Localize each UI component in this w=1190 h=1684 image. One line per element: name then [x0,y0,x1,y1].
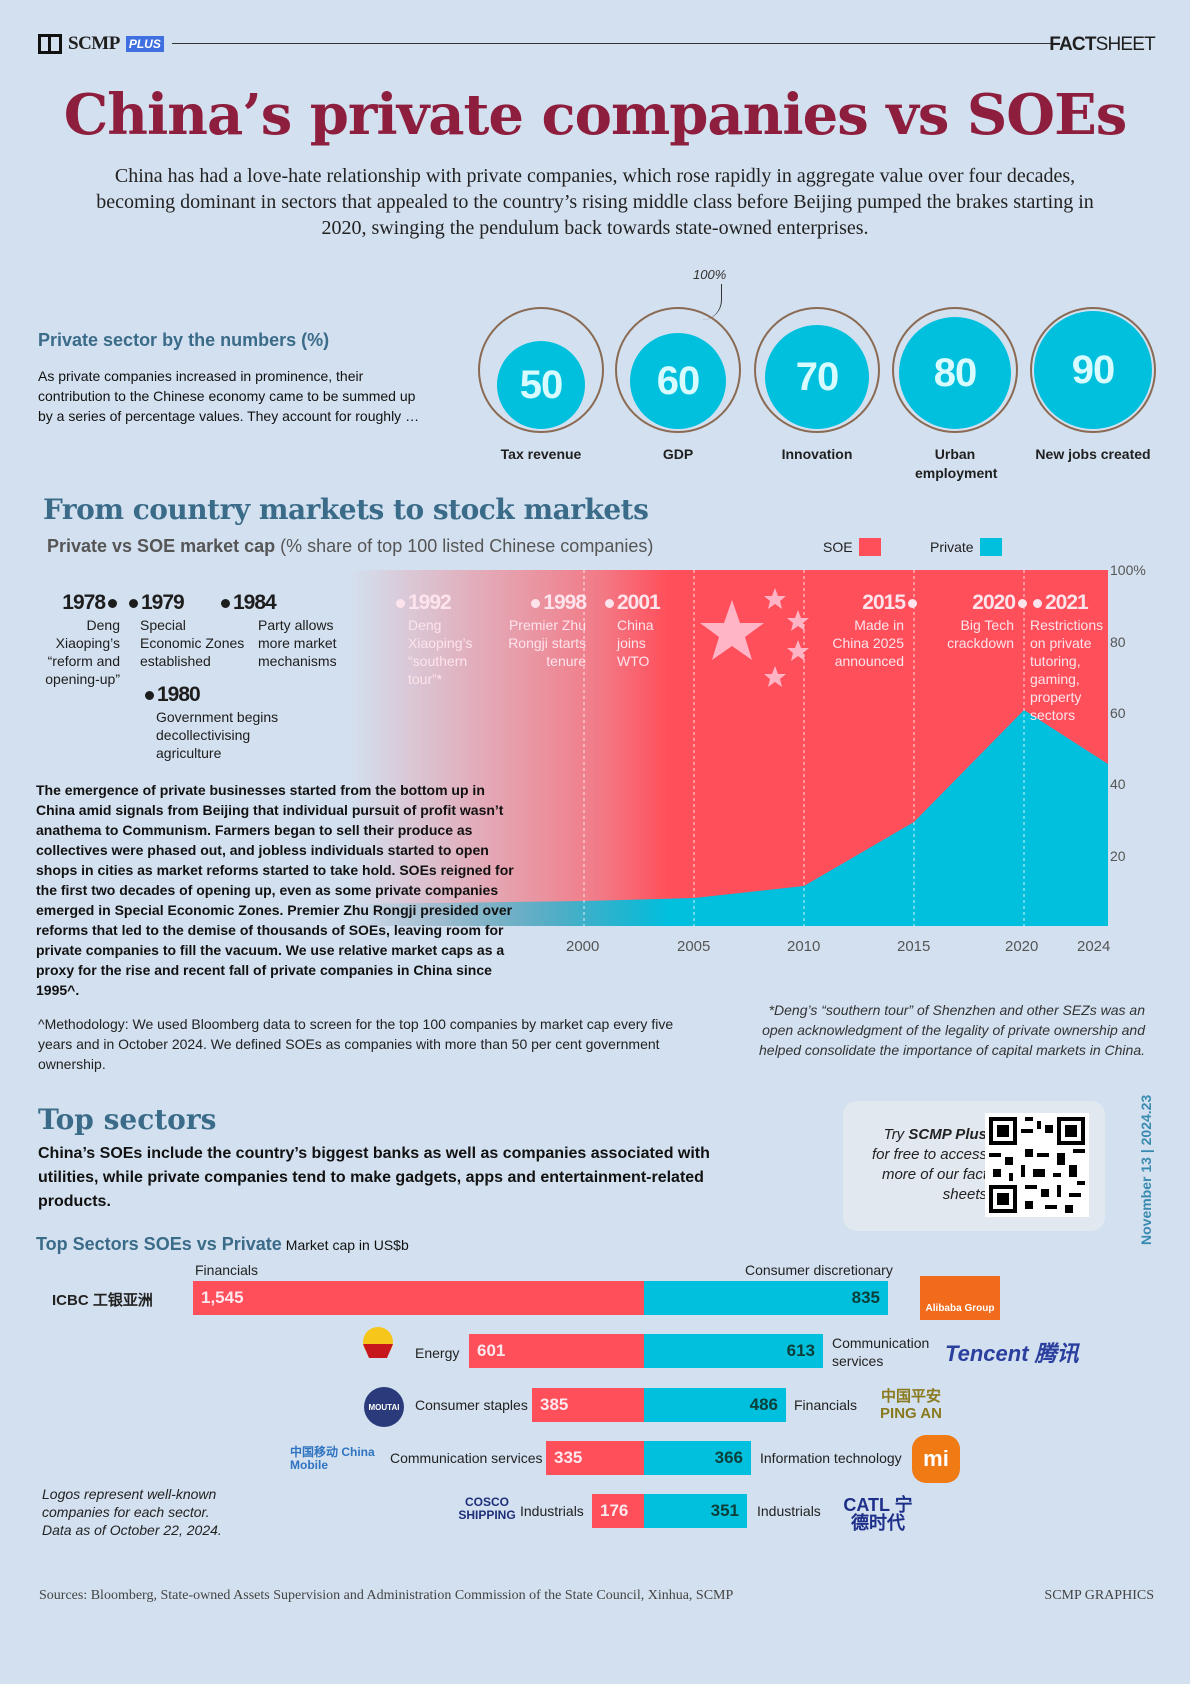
soe-bar-financials: 1,545 [193,1281,644,1315]
methodology-note: ^Methodology: We used Bloomberg data to … [38,1016,674,1072]
stat-tax-revenue: 50 Tax revenue [477,307,605,464]
private-sector-label: Consumer discretionary [745,1262,893,1278]
book-icon [38,34,62,54]
promo-text: Try SCMP Plus for free to access more of … [871,1126,987,1203]
reference-100-label: 100% [693,267,727,282]
factsheet-label: FACTSHEET [1049,34,1156,55]
market-subtitle: Private vs SOE market cap (% share of to… [47,536,654,556]
icbc-logo: ICBC 工银亚洲 [52,1292,153,1309]
market-heading: From country markets to stock markets [43,493,649,526]
private-bar-industrials: 351 [644,1494,747,1528]
soe-sector-label: Communication services [390,1450,543,1466]
y-tick-60: 60 [1110,705,1126,721]
event-2021: 2021 Restrictions on private tutoring, g… [1030,591,1104,723]
sources: Sources: Bloomberg, State-owned Assets S… [39,1588,734,1603]
y-tick-80: 80 [1110,634,1126,650]
x-tick-2020: 2020 [1005,938,1039,955]
stat-innovation: 70 Innovation [753,307,881,464]
y-tick-20: 20 [1110,848,1126,864]
event-1978: 1978 Deng Xiaoping’s “reform and opening… [45,591,120,687]
intro-text: China has had a love-hate relationship w… [96,165,1094,239]
xiaomi-logo: mi [912,1435,960,1483]
y-tick-100: 100% [1110,562,1146,578]
china-mobile-logo: 中国移动 China Mobile [290,1445,375,1472]
soe-sector-label: Energy [415,1345,460,1361]
soe-sector-label: Consumer staples [415,1397,528,1413]
event-1980: 1980 Government begins decollectivising … [142,682,292,762]
private-bar-information-technology: 366 [644,1441,751,1475]
private-bar-consumer-discretionary: 835 [644,1281,888,1315]
stat-gdp: 60 GDP [614,307,742,464]
brand-name: SCMP [68,33,120,54]
event-2020: 2020 Big Tech crackdown [930,590,1030,652]
stat-new-jobs: 90 New jobs created [1029,307,1157,464]
private-bar-financials: 486 [644,1388,786,1422]
plus-badge: PLUS [125,36,164,52]
x-tick-2010: 2010 [787,938,821,955]
soe-bar-industrials: 176 [592,1494,644,1528]
private-sector-label: Information technology [760,1450,902,1466]
qr-code[interactable] [985,1113,1089,1217]
soe-bar-consumer-staples: 385 [532,1388,644,1422]
southern-tour-footnote: *Deng’s “southern tour” of Shenzhen and … [759,1002,1145,1058]
private-sector-label: Industrials [757,1503,821,1519]
page-title: China’s private companies vs SOEs [63,82,1128,148]
scmp-plus-promo[interactable]: Try SCMP Plus for free to access more of … [843,1101,1105,1231]
event-2001: 2001 China joins WTO [602,590,682,670]
date-stamp: November 13 | 2024.23 [1138,1094,1154,1245]
tencent-logo: Tencent 腾讯 [945,1341,1079,1366]
event-1992: 1992 Deng Xiaoping’s “southern tour”* [393,590,473,688]
pingan-logo: 中国平安 PING AN [880,1388,942,1422]
numbers-heading: Private sector by the numbers (%) [38,330,330,350]
event-1984: 1984 Party allows more market mechanisms [218,590,337,670]
soe-bar-communication: 335 [546,1441,644,1475]
event-1979: 1979 Special Economic Zones established [126,590,251,670]
numbers-body: As private companies increased in promin… [38,368,420,424]
event-1998: 1998 Premier Zhu Rongji starts tenure [508,591,587,669]
x-tick-2024: 2024 [1077,938,1111,955]
header-divider [172,43,1060,44]
logos-note: Logos represent well-known companies for… [42,1486,222,1538]
stat-urban-employment: 80 Urban employment [891,307,1019,483]
private-sector-label: Financials [794,1397,858,1413]
petrochina-logo [355,1326,401,1362]
x-tick-2000: 2000 [566,938,600,955]
sectors-body: China’s SOEs include the country’s bigge… [38,1145,710,1210]
moutai-logo: MOUTAI [364,1387,404,1427]
x-tick-2015: 2015 [897,938,931,955]
private-bar-communication: 613 [644,1334,823,1368]
market-cap-area-chart [350,568,1108,926]
soe-sector-label: Financials [195,1262,259,1278]
legend-soe: SOE [823,538,881,556]
legend-private: Private [930,538,1002,556]
sectors-heading: Top sectors [38,1103,217,1136]
china-flag-stars-icon [700,588,809,687]
y-tick-40: 40 [1110,776,1126,792]
scmp-plus-logo[interactable]: SCMP PLUS [38,33,164,55]
soe-bar-energy: 601 [469,1334,644,1368]
private-sector-label: Communication services [832,1335,930,1369]
catl-logo: CATL 宁德时代 [843,1495,913,1533]
cosco-logo: COSCO SHIPPING [458,1495,516,1522]
x-tick-2005: 2005 [677,938,711,955]
market-body: The emergence of private businesses star… [36,782,514,998]
reference-pointer [702,284,722,320]
sector-chart-title: Top Sectors SOEs vs Private Market cap in… [36,1234,409,1254]
credit: SCMP GRAPHICS [1044,1588,1154,1603]
alibaba-logo: Alibaba Group [920,1276,1000,1320]
event-2015: 2015 Made in China 2025 announced [820,590,920,670]
soe-sector-label: Industrials [520,1503,584,1519]
